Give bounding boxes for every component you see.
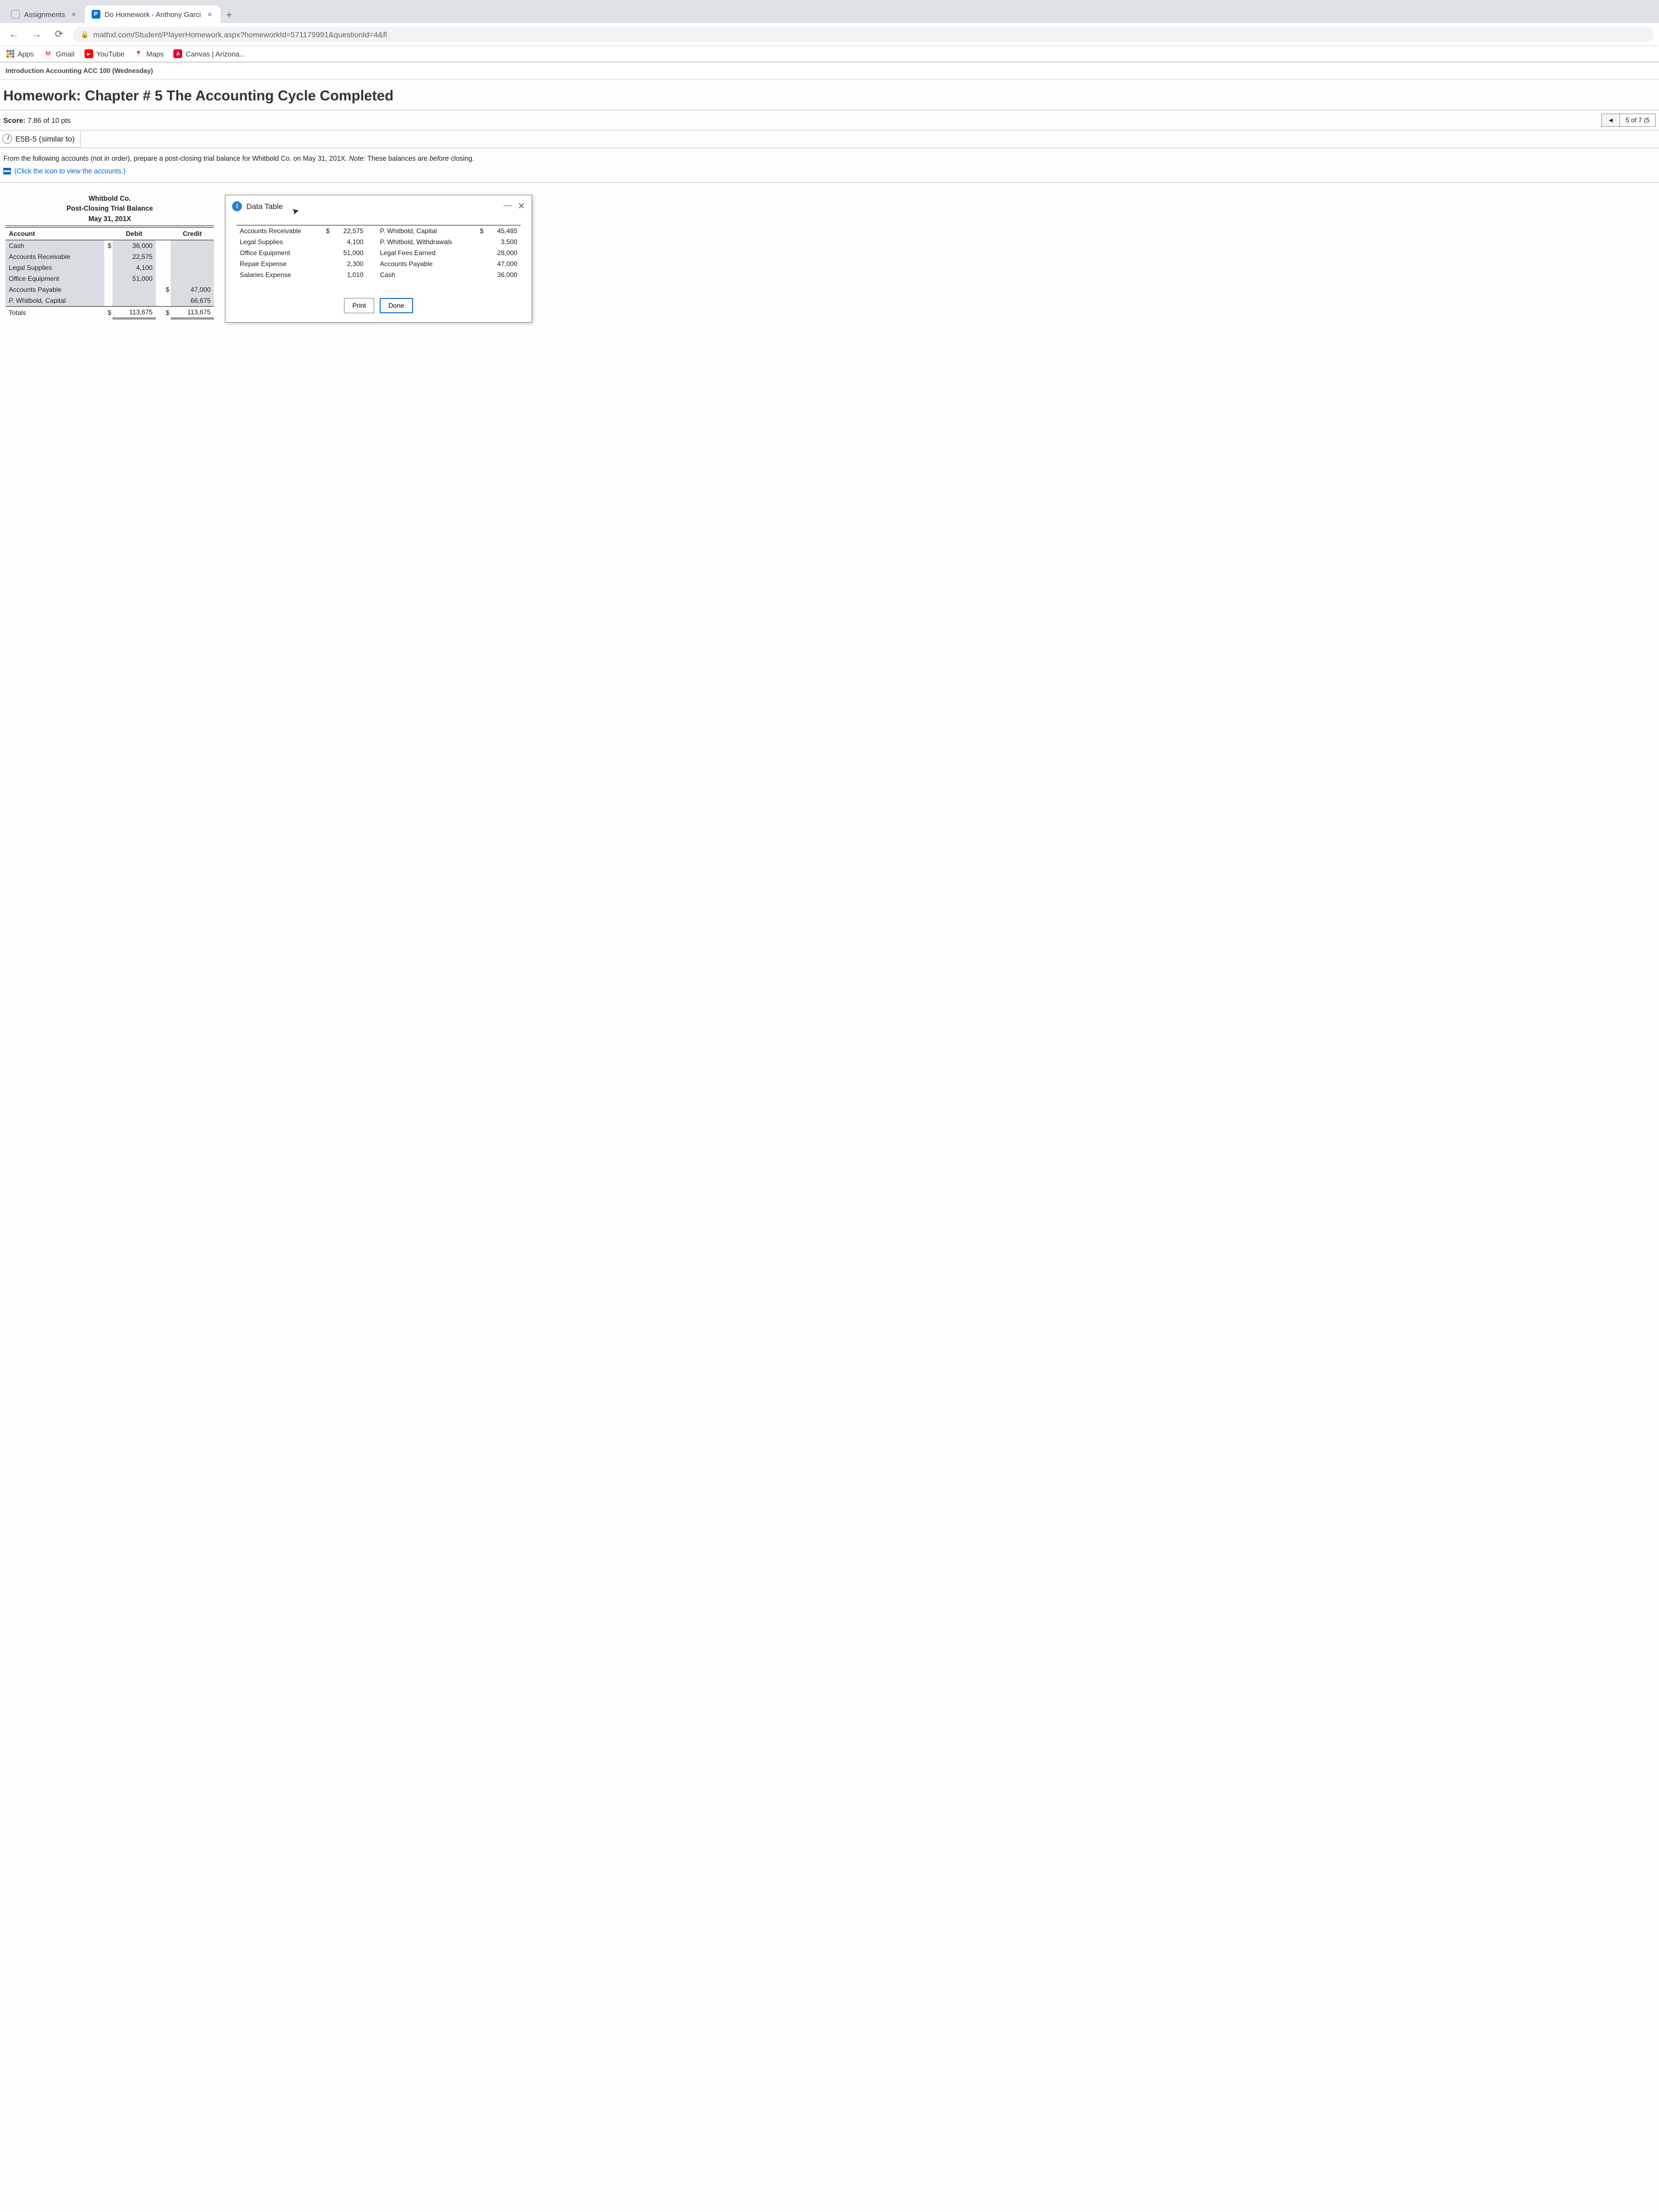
minimize-icon[interactable]: — — [504, 201, 512, 212]
debit-cell[interactable]: 36,000 — [112, 240, 156, 251]
popup-titlebar[interactable]: i Data Table — ✕ — [225, 195, 532, 217]
col-debit: Debit — [112, 227, 156, 240]
forward-button[interactable]: → — [29, 26, 45, 42]
debit-cell[interactable] — [112, 295, 156, 307]
prev-question-button[interactable]: ◄ — [1601, 114, 1620, 127]
bookmark-maps[interactable]: 📍 Maps — [134, 49, 164, 58]
table-row[interactable]: Legal Supplies 4,100 — [5, 262, 214, 273]
tb-company: Whitbold Co. — [5, 194, 214, 204]
info-icon: i — [232, 201, 242, 211]
table-row[interactable]: Cash$36,000 — [5, 240, 214, 251]
debit-cell[interactable]: 4,100 — [112, 262, 156, 273]
tab-title: Do Homework - Anthony Garci — [105, 10, 201, 19]
col-account: Account — [5, 227, 104, 240]
credit-cell[interactable]: 47,000 — [171, 284, 214, 295]
print-button[interactable]: Print — [344, 298, 374, 313]
totals-label: Totals — [5, 306, 104, 318]
lock-icon: 🔒 — [81, 31, 89, 38]
close-icon[interactable]: × — [205, 10, 214, 19]
score-value: 7.86 of 10 pts — [27, 116, 71, 125]
bookmark-youtube[interactable]: ▶ YouTube — [84, 49, 125, 58]
maps-icon: 📍 — [134, 49, 143, 58]
table-row[interactable]: Accounts Receivable 22,575 — [5, 251, 214, 262]
popup-title-text: Data Table — [246, 202, 283, 211]
bookmark-gmail[interactable]: M Gmail — [44, 49, 75, 58]
score-row: Score: 7.86 of 10 pts ◄ 5 of 7 (5 — [0, 110, 1659, 131]
pager-position: 5 of 7 (5 — [1620, 114, 1656, 127]
data-table-popup: i Data Table — ✕ Accounts Receivable$22,… — [225, 195, 532, 323]
debit-cell[interactable]: 51,000 — [112, 273, 156, 284]
col-credit: Credit — [171, 227, 214, 240]
credit-cell[interactable] — [171, 240, 214, 251]
close-icon[interactable]: ✕ — [518, 201, 525, 212]
account-cell[interactable]: Accounts Receivable — [5, 251, 104, 262]
score-label: Score: — [3, 116, 25, 125]
back-button[interactable]: ← — [5, 26, 22, 42]
problem-id[interactable]: E5B-5 (similar to) — [0, 131, 81, 148]
account-cell[interactable]: Cash — [5, 240, 104, 251]
tab-assignments[interactable]: Assignments × — [4, 5, 85, 23]
tb-title: Post-Closing Trial Balance — [5, 204, 214, 214]
tab-favicon — [11, 10, 20, 19]
new-tab-button[interactable]: + — [221, 7, 238, 23]
table-row: Salaries Expense1,010Cash36,000 — [236, 269, 521, 280]
account-cell[interactable]: Office Equipment — [5, 273, 104, 284]
total-debit: 113,675 — [112, 306, 156, 318]
done-button[interactable]: Done — [380, 298, 413, 313]
browser-chrome: Assignments × P Do Homework - Anthony Ga… — [0, 0, 1659, 63]
address-bar[interactable]: 🔒 mathxl.com/Student/PlayerHomework.aspx… — [73, 27, 1654, 42]
table-row: Office Equipment51,000Legal Fees Earned2… — [236, 247, 521, 258]
tab-strip: Assignments × P Do Homework - Anthony Ga… — [0, 0, 1659, 23]
canvas-icon: A — [173, 49, 182, 58]
instructions: From the following accounts (not in orde… — [0, 148, 1659, 183]
work-area: Whitbold Co. Post-Closing Trial Balance … — [0, 183, 1659, 539]
tb-date: May 31, 201X — [5, 214, 214, 226]
total-credit: 113,675 — [171, 306, 214, 318]
table-row[interactable]: Office Equipment 51,000 — [5, 273, 214, 284]
credit-cell[interactable]: 66,675 — [171, 295, 214, 307]
youtube-icon: ▶ — [84, 49, 93, 58]
course-name: Introduction Accounting ACC 100 (Wednesd… — [0, 63, 1659, 80]
close-icon[interactable]: × — [69, 10, 78, 19]
tab-favicon: P — [92, 10, 100, 19]
account-cell[interactable]: Legal Supplies — [5, 262, 104, 273]
homework-title: Homework: Chapter # 5 The Accounting Cyc… — [0, 80, 1659, 110]
gmail-icon: M — [44, 49, 53, 58]
browser-toolbar: ← → ⟳ 🔒 mathxl.com/Student/PlayerHomewor… — [0, 23, 1659, 46]
tab-homework[interactable]: P Do Homework - Anthony Garci × — [85, 5, 221, 23]
url-text: mathxl.com/Student/PlayerHomework.aspx?h… — [93, 30, 387, 39]
instructions-note: Note: — [349, 155, 367, 162]
table-row[interactable]: Accounts Payable$47,000 — [5, 284, 214, 295]
question-pager: ◄ 5 of 7 (5 — [1601, 114, 1656, 127]
credit-cell[interactable] — [171, 273, 214, 284]
table-icon — [3, 168, 11, 174]
apps-button[interactable]: Apps — [7, 50, 34, 58]
reload-button[interactable]: ⟳ — [52, 26, 66, 42]
trial-balance-table: Account Debit Credit Cash$36,000Accounts… — [5, 227, 214, 319]
apps-icon — [7, 50, 14, 58]
credit-cell[interactable] — [171, 262, 214, 273]
debit-cell[interactable] — [112, 284, 156, 295]
credit-cell[interactable] — [171, 251, 214, 262]
tab-title: Assignments — [24, 10, 65, 19]
accounts-data-table: Accounts Receivable$22,575P. Whitbold, C… — [236, 225, 521, 280]
trial-balance-section: Whitbold Co. Post-Closing Trial Balance … — [5, 194, 214, 319]
table-row: Accounts Receivable$22,575P. Whitbold, C… — [236, 225, 521, 236]
account-cell[interactable]: Accounts Payable — [5, 284, 104, 295]
problem-header: E5B-5 (similar to) — [0, 131, 1659, 148]
table-row: Repair Expense2,300Accounts Payable47,00… — [236, 258, 521, 269]
bookmarks-bar: Apps M Gmail ▶ YouTube 📍 Maps A Canvas |… — [0, 46, 1659, 62]
view-accounts-link[interactable]: (Click the icon to view the accounts.) — [3, 166, 1656, 177]
account-cell[interactable]: P. Whitbold, Capital — [5, 295, 104, 307]
table-row[interactable]: P. Whitbold, Capital 66,675 — [5, 295, 214, 307]
bookmark-canvas[interactable]: A Canvas | Arizona... — [173, 49, 245, 58]
table-row: Legal Supplies4,100P. Whitbold, Withdraw… — [236, 236, 521, 247]
status-icon — [2, 134, 12, 144]
debit-cell[interactable]: 22,575 — [112, 251, 156, 262]
